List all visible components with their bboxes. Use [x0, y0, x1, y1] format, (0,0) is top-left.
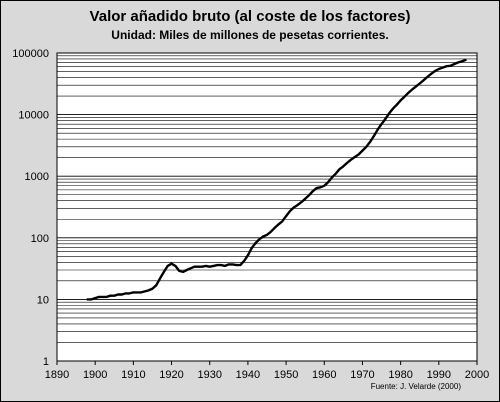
x-tick-label: 1920: [159, 369, 183, 381]
y-tick-label: 1000: [25, 171, 49, 183]
x-tick-label: 2000: [465, 369, 489, 381]
x-tick-label: 1980: [388, 369, 412, 381]
chart-subtitle: Unidad: Miles de millones de pesetas cor…: [111, 28, 389, 42]
x-tick-label: 1930: [197, 369, 221, 381]
x-tick-label: 1890: [45, 369, 69, 381]
plot-border: [56, 52, 478, 362]
y-tick-label: 1: [43, 356, 49, 368]
series-line: [86, 58, 467, 301]
x-tick-label: 1940: [236, 369, 260, 381]
y-tick-label: 100: [31, 233, 49, 245]
plot-area: [57, 53, 477, 361]
y-tick-label: 100000: [12, 48, 49, 60]
x-tick-label: 1910: [121, 369, 145, 381]
x-tick-label: 1950: [274, 369, 298, 381]
y-tick-label: 10: [37, 294, 49, 306]
chart-title: Valor añadido bruto (al coste de los fac…: [89, 8, 411, 25]
x-tick-label: 1960: [312, 369, 336, 381]
x-tick-label: 1970: [350, 369, 374, 381]
source-note: Fuente: J. Velarde (2000): [370, 382, 461, 391]
y-tick-label: 10000: [18, 110, 49, 122]
x-tick-label: 1990: [427, 369, 451, 381]
x-tick-label: 1900: [83, 369, 107, 381]
